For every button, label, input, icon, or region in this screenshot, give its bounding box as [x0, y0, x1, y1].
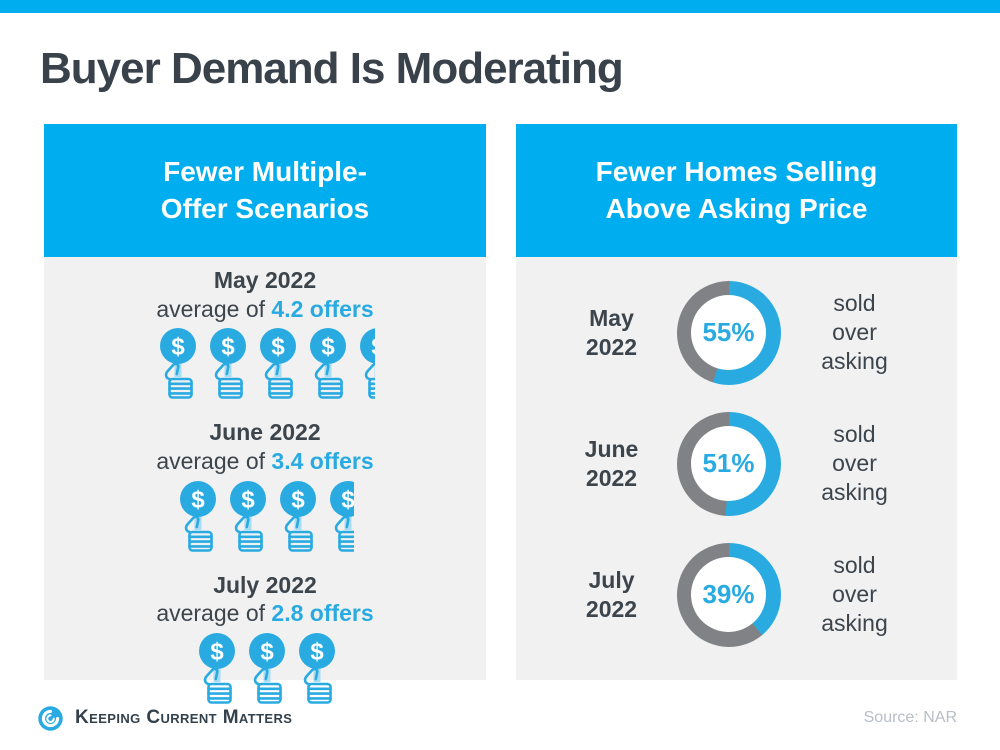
panel-multiple-offers-header: Fewer Multiple- Offer Scenarios	[44, 124, 486, 257]
brand-logo: Keeping Current Matters	[36, 704, 292, 733]
offer-average-value: 3.4 offers	[271, 447, 374, 474]
caption-line: sold	[833, 421, 876, 448]
svg-text:$: $	[321, 334, 335, 361]
donut-caption: sold over asking	[803, 551, 907, 637]
month-line: 2022	[585, 333, 638, 360]
dollar-thumbs-up-icon: $	[359, 328, 375, 400]
dollar-thumbs-up-icon: $	[309, 328, 346, 400]
footer: Keeping Current Matters Source: NAR	[36, 700, 957, 736]
donut-row-june: June 2022 51% sold over asking	[516, 398, 957, 529]
offer-icons-row: $ $ $	[44, 632, 486, 708]
donut-month-label: May 2022	[567, 304, 657, 360]
dollar-thumbs-up-icon: $	[209, 328, 246, 400]
donut-chart: 39%	[676, 542, 781, 647]
partial-offer-icon: $	[356, 327, 375, 401]
month-line: 2022	[585, 595, 638, 622]
offer-group-may: May 2022 average of 4.2 offers $ $ $	[44, 267, 486, 403]
panel-sold-over-asking: Fewer Homes Selling Above Asking Price M…	[516, 124, 957, 680]
dollar-thumbs-up-icon: $	[159, 328, 196, 400]
donut-chart: 55%	[676, 280, 781, 385]
svg-text:$: $	[191, 486, 205, 513]
dollar-thumbs-up-icon: $	[330, 480, 354, 552]
dollar-thumbs-up-icon: $	[180, 480, 216, 552]
panel-multiple-offers-body: May 2022 average of 4.2 offers $ $ $	[44, 257, 486, 704]
caption-line: asking	[821, 478, 888, 505]
svg-text:$: $	[310, 639, 324, 666]
svg-text:$: $	[260, 639, 274, 666]
donut-row-may: May 2022 55% sold over asking	[516, 267, 957, 398]
brand-name: Keeping Current Matters	[75, 707, 293, 728]
month-line: June	[584, 436, 639, 463]
offer-month-label: May 2022	[213, 267, 317, 293]
panel-header-line: Above Asking Price	[605, 192, 868, 224]
offer-icons-row: $ $ $	[44, 480, 486, 556]
caption-line: over	[832, 581, 877, 608]
svg-text:$: $	[171, 334, 185, 361]
partial-offer-icon: $	[326, 480, 354, 554]
caption-line: asking	[821, 347, 888, 374]
donut-month-label: June 2022	[567, 435, 657, 491]
donut-hole: 51%	[691, 426, 766, 501]
svg-text:$: $	[341, 486, 354, 513]
donut-percent-value: 51%	[702, 448, 755, 478]
caption-line: asking	[821, 609, 888, 636]
month-line: 2022	[585, 464, 638, 491]
offer-icons-row: $ $ $	[44, 327, 486, 403]
offer-average-prefix: average of	[156, 295, 272, 322]
offer-average-prefix: average of	[156, 447, 272, 474]
donut-caption: sold over asking	[803, 420, 907, 506]
dollar-thumbs-up-icon: $	[230, 480, 266, 552]
partial-offer-icon: $	[295, 632, 335, 706]
svg-text:$: $	[371, 334, 375, 361]
donut-month-label: July 2022	[567, 566, 657, 622]
offer-average-value: 4.2 offers	[271, 295, 374, 322]
donut-percent-value: 39%	[702, 579, 755, 609]
dollar-thumbs-up-icon: $	[249, 633, 285, 704]
caption-line: sold	[833, 290, 876, 317]
svg-text:$: $	[291, 486, 305, 513]
dollar-thumbs-up-icon: $	[299, 633, 335, 704]
svg-text:$: $	[241, 486, 255, 513]
caption-line: over	[832, 450, 877, 477]
month-line: May	[589, 305, 634, 332]
panel-sold-over-asking-body: May 2022 55% sold over asking June 2022	[516, 257, 957, 680]
kcm-swirl-logo-icon	[38, 705, 63, 731]
offer-average-text: average of 4.2 offers	[44, 295, 486, 324]
panel-multiple-offers: Fewer Multiple- Offer Scenarios May 2022…	[44, 124, 486, 704]
donut-chart: 51%	[676, 411, 781, 516]
panel-header-line: Offer Scenarios	[160, 192, 370, 224]
offer-average-value: 2.8 offers	[271, 600, 374, 627]
month-line: July	[588, 567, 635, 594]
offer-group-june: June 2022 average of 3.4 offers $ $ $	[44, 419, 486, 555]
panel-sold-over-asking-header: Fewer Homes Selling Above Asking Price	[516, 124, 957, 257]
caption-line: sold	[833, 552, 876, 579]
svg-text:$: $	[271, 334, 285, 361]
offer-group-july: July 2022 average of 2.8 offers $ $ $	[44, 572, 486, 708]
panel-header-line: Fewer Multiple-	[163, 155, 367, 187]
offer-average-prefix: average of	[156, 600, 272, 627]
donut-hole: 39%	[691, 557, 766, 632]
source-label: Source: NAR	[863, 709, 957, 726]
top-accent-bar	[0, 0, 1000, 13]
offer-month-label: July 2022	[213, 571, 317, 598]
page-title: Buyer Demand Is Moderating	[40, 44, 624, 93]
donut-percent-value: 55%	[702, 317, 755, 347]
donut-hole: 55%	[691, 295, 766, 370]
dollar-thumbs-up-icon: $	[259, 328, 296, 400]
dollar-thumbs-up-icon: $	[280, 480, 316, 552]
offer-average-text: average of 3.4 offers	[44, 447, 486, 476]
panel-header-line: Fewer Homes Selling	[595, 155, 878, 187]
donut-caption: sold over asking	[803, 289, 907, 375]
caption-line: over	[832, 319, 877, 346]
svg-text:$: $	[210, 639, 224, 666]
donut-row-july: July 2022 39% sold over asking	[516, 529, 957, 660]
offer-average-text: average of 2.8 offers	[44, 599, 486, 628]
dollar-thumbs-up-icon: $	[199, 633, 235, 704]
offer-month-label: June 2022	[209, 419, 321, 446]
svg-text:$: $	[221, 334, 235, 361]
